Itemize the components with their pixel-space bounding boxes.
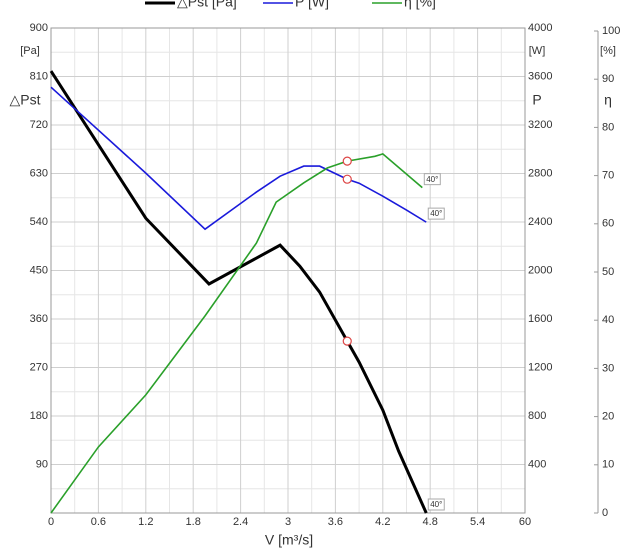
- y-tick-label: 540: [30, 216, 48, 228]
- end-label: 40°: [430, 500, 442, 509]
- y3-tick-label: 50: [602, 266, 614, 278]
- y3-tick-label: 80: [602, 121, 614, 133]
- y-tick-label: 450: [30, 264, 48, 276]
- y2-tick-label: 4000: [528, 22, 552, 34]
- x-tick-label: 2.4: [233, 516, 248, 528]
- y3-tick-label: 90: [602, 73, 614, 85]
- y-tick-label: 630: [30, 167, 48, 179]
- y2-tick-label: 2800: [528, 167, 552, 179]
- y3-tick-label: 100: [602, 25, 620, 37]
- y2-tick-label: 1200: [528, 361, 552, 373]
- x-tick-label: 3.6: [328, 516, 343, 528]
- end-label-box: [427, 207, 445, 220]
- end-label-box: [427, 498, 445, 511]
- series-line: [49, 70, 428, 514]
- y-axis-label: △Pst: [10, 92, 41, 108]
- operating-point: [342, 336, 352, 346]
- y2-tick-label: 3600: [528, 70, 552, 82]
- y-tick-label: 810: [30, 70, 48, 82]
- y2-tick-label: 2400: [528, 216, 552, 228]
- legend-label: η [%]: [404, 0, 436, 10]
- x-axis-label: V [m³/s]: [265, 532, 313, 548]
- y2-tick-label: 800: [528, 410, 546, 422]
- y2-tick-label: 1600: [528, 313, 552, 325]
- x-tick-label: 4.2: [375, 516, 390, 528]
- x-tick-label: 3: [285, 516, 291, 528]
- x-tick-label: 60: [519, 516, 531, 528]
- y3-tick-label: 70: [602, 170, 614, 182]
- legend-label: P [W]: [295, 0, 329, 10]
- y3-axis-label: η: [604, 92, 612, 108]
- y3-unit: [%]: [600, 45, 616, 57]
- y-tick-label: 180: [30, 410, 48, 422]
- x-tick-label: 0: [48, 516, 54, 528]
- x-tick-label: 5.4: [470, 516, 485, 528]
- operating-point: [342, 174, 352, 184]
- y-unit: [Pa]: [20, 45, 40, 57]
- y-tick-label: 270: [30, 361, 48, 373]
- series-line: [50, 86, 427, 231]
- series-line: [50, 153, 423, 514]
- x-tick-label: 4.8: [423, 516, 438, 528]
- y3-tick-label: 60: [602, 218, 614, 230]
- y2-unit: [W]: [529, 45, 546, 57]
- y2-axis-label: P: [532, 92, 541, 108]
- x-tick-label: 1.2: [138, 516, 153, 528]
- y3-tick-label: 40: [602, 314, 614, 326]
- x-tick-label: 0.6: [91, 516, 106, 528]
- y3-tick-label: 30: [602, 362, 614, 374]
- end-label: 40°: [426, 175, 438, 184]
- y-tick-label: 900: [30, 22, 48, 34]
- x-tick-label: 1.8: [186, 516, 201, 528]
- y-tick-label: 90: [36, 458, 48, 470]
- y2-tick-label: 3200: [528, 119, 552, 131]
- end-label: 40°: [430, 209, 442, 218]
- y2-tick-label: 400: [528, 458, 546, 470]
- y-tick-label: 720: [30, 119, 48, 131]
- operating-point: [342, 156, 352, 166]
- y-tick-label: 360: [30, 313, 48, 325]
- y3-tick-label: 20: [602, 411, 614, 423]
- y3-tick-label: 10: [602, 459, 614, 471]
- legend-label: △Pst [Pa]: [177, 0, 237, 10]
- y3-tick-label: 0: [602, 507, 608, 519]
- plot-frame: [50, 27, 526, 514]
- y2-tick-label: 2000: [528, 264, 552, 276]
- end-label-box: [423, 173, 441, 186]
